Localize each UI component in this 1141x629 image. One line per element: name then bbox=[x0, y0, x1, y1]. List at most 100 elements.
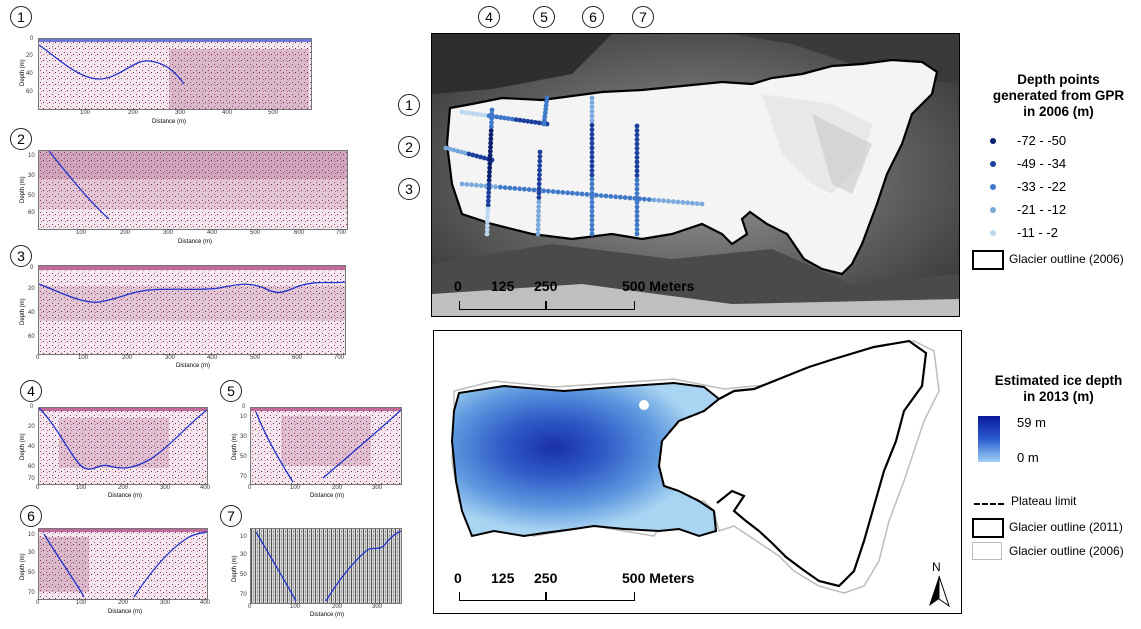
radargram-6-ytick: 70 bbox=[28, 590, 35, 596]
gpr-depth-point bbox=[589, 181, 595, 187]
gpr-depth-point bbox=[543, 103, 549, 108]
gpr-depth-point bbox=[536, 120, 542, 126]
gpr-depth-point bbox=[486, 194, 491, 200]
gpr-depth-point bbox=[464, 182, 470, 187]
bottom-scale-label-250: 250 bbox=[534, 570, 558, 586]
ice-depth-color-ramp bbox=[978, 416, 1000, 462]
gpr-depth-point bbox=[634, 182, 640, 187]
radargram-7-xtick: 300 bbox=[372, 604, 383, 610]
radargram-2-xtick: 600 bbox=[294, 230, 305, 236]
gpr-depth-point bbox=[634, 159, 640, 165]
gpr-depth-point bbox=[509, 116, 515, 122]
gpr-depth-point bbox=[589, 199, 595, 205]
gpr-depth-point bbox=[474, 153, 480, 159]
radargram-2-ytick: 60 bbox=[28, 210, 35, 216]
gpr-depth-point bbox=[634, 150, 640, 156]
legend-outline-2006-swatch bbox=[972, 250, 1004, 270]
legend-top-title-line1: Depth points bbox=[1017, 72, 1100, 87]
gpr-depth-point bbox=[535, 227, 541, 232]
radargram-5-xtick: 300 bbox=[372, 485, 383, 491]
gpr-depth-point bbox=[488, 132, 494, 138]
gpr-depth-point bbox=[543, 106, 549, 112]
gpr-depth-point bbox=[529, 119, 534, 125]
legend-top-title-line2: generated from GPR bbox=[992, 88, 1125, 103]
gpr-depth-point bbox=[533, 119, 538, 125]
gpr-depth-point bbox=[589, 150, 595, 155]
gpr-depth-point bbox=[486, 173, 492, 179]
gpr-depth-point bbox=[634, 123, 640, 129]
gpr-depth-point bbox=[536, 186, 542, 191]
legend-bottom-title-line2: in 2013 (m) bbox=[1023, 389, 1094, 404]
gpr-depth-point bbox=[535, 222, 541, 228]
gpr-depth-point bbox=[489, 120, 494, 125]
gpr-depth-point bbox=[634, 141, 640, 147]
radargram-2-xtick: 100 bbox=[76, 230, 87, 236]
radargram-6-ytick: 10 bbox=[28, 532, 35, 538]
gpr-depth-point bbox=[536, 195, 542, 200]
gpr-depth-point bbox=[622, 195, 628, 201]
gpr-depth-point bbox=[656, 198, 662, 203]
gpr-depth-point bbox=[502, 115, 507, 121]
gpr-depth-point bbox=[485, 198, 491, 204]
radargram-2-ytick: 50 bbox=[28, 193, 35, 199]
gpr-depth-point bbox=[589, 145, 595, 151]
legend-class-label: -33 - -22 bbox=[1017, 179, 1067, 194]
gpr-depth-point bbox=[555, 189, 561, 195]
gpr-depth-point bbox=[459, 181, 465, 187]
gpr-depth-point bbox=[536, 190, 542, 196]
legend-top-title-line3: in 2006 (m) bbox=[1023, 104, 1094, 119]
gpr-transect-dots bbox=[443, 95, 705, 237]
gpr-depth-point bbox=[535, 231, 541, 237]
radargram-5-ytick: 0 bbox=[242, 404, 246, 410]
radargram-2-ylabel: Depth (m) bbox=[20, 176, 26, 203]
gpr-depth-point bbox=[685, 200, 690, 206]
radargram-3-xtick: 100 bbox=[78, 355, 89, 361]
gpr-depth-point bbox=[598, 193, 604, 199]
gpr-depth-point bbox=[634, 168, 640, 174]
radargram-7-ytick: 50 bbox=[240, 572, 247, 578]
gpr-depth-point bbox=[594, 192, 599, 198]
gpr-depth-point bbox=[634, 200, 640, 205]
gpr-depth-point bbox=[634, 204, 640, 210]
gpr-depth-point bbox=[634, 191, 640, 196]
panel-number-3: 3 bbox=[10, 245, 32, 267]
map-row-number-1: 1 bbox=[398, 94, 420, 116]
gpr-depth-point bbox=[487, 165, 493, 171]
gpr-depth-point bbox=[634, 128, 640, 133]
radargram-7-ytick: 10 bbox=[240, 534, 247, 540]
legend-class-label: -21 - -12 bbox=[1017, 202, 1067, 217]
legend-class-label: -11 - -2 bbox=[1017, 225, 1058, 240]
radargram-6-xtick: 0 bbox=[36, 600, 40, 606]
top-scale-label-500: 500 Meters bbox=[622, 278, 695, 294]
radargram-2-ytick: 10 bbox=[28, 153, 35, 159]
gpr-depth-points-map bbox=[431, 33, 960, 317]
radargram-4-ytick: 40 bbox=[28, 444, 35, 450]
radargram-2-xlabel: Distance (m) bbox=[178, 239, 213, 245]
gpr-depth-point bbox=[589, 172, 595, 178]
gpr-depth-point bbox=[634, 227, 640, 232]
gpr-depth-point bbox=[589, 113, 595, 119]
outline-2006-swatch bbox=[972, 542, 1002, 560]
gpr-depth-point bbox=[589, 231, 595, 237]
gpr-depth-point bbox=[487, 157, 493, 162]
radargram-1-xtick: 300 bbox=[175, 110, 186, 116]
gpr-depth-point bbox=[537, 158, 543, 164]
radargram-3-xtick: 400 bbox=[207, 355, 218, 361]
radargram-3-ylabel: Depth (m) bbox=[20, 298, 26, 325]
gpr-depth-point bbox=[608, 194, 614, 199]
gpr-depth-point bbox=[469, 182, 474, 188]
gpr-depth-point bbox=[634, 173, 640, 178]
gpr-depth-point bbox=[536, 181, 542, 187]
radargram-5-ytick: 50 bbox=[240, 454, 247, 460]
gpr-depth-point bbox=[485, 219, 490, 225]
gpr-depth-point bbox=[502, 185, 508, 191]
radargram-6-xtick: 200 bbox=[118, 600, 129, 606]
radargram-5-ylabel: Depth (m) bbox=[232, 433, 238, 460]
gpr-depth-point bbox=[666, 198, 671, 204]
radargram-1-ytick: 20 bbox=[26, 53, 33, 59]
gpr-depth-point bbox=[589, 168, 595, 173]
gpr-depth-point bbox=[536, 204, 542, 210]
radargram-1-xtick: 500 bbox=[268, 110, 279, 116]
gpr-depth-point bbox=[634, 195, 640, 201]
map-column-number-4: 4 bbox=[478, 6, 500, 28]
